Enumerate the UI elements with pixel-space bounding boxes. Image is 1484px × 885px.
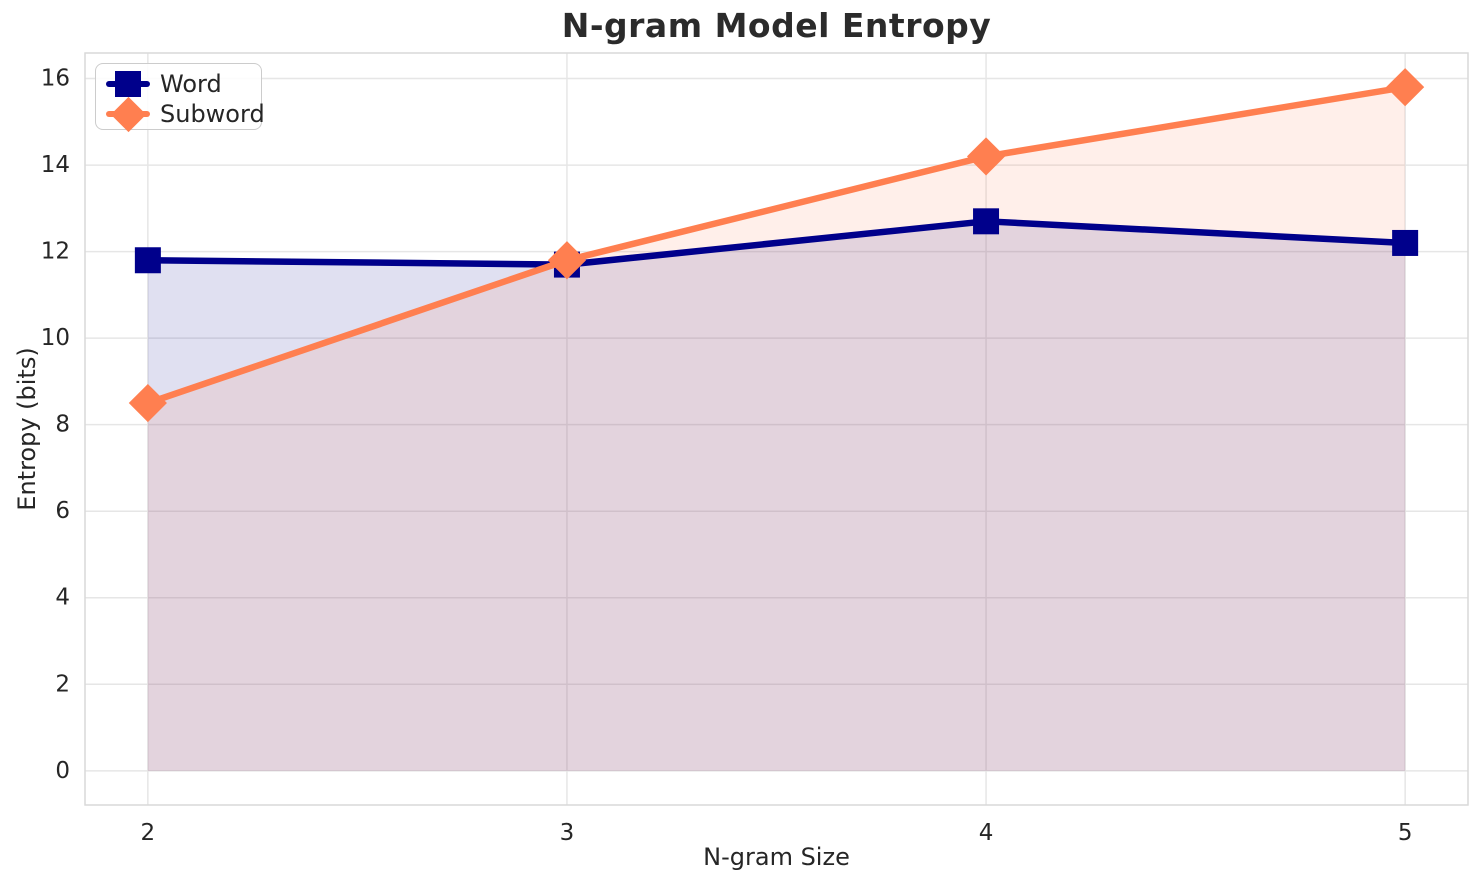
word-marker <box>973 208 1000 235</box>
y-tick-label: 6 <box>55 498 70 524</box>
word-marker <box>134 247 161 274</box>
subword-marker <box>1386 68 1425 107</box>
word-series-swatch <box>106 69 150 99</box>
y-tick-label: 14 <box>41 152 70 178</box>
subword-area-fill <box>147 87 1406 771</box>
word-area-fill <box>147 221 1406 771</box>
y-tick-label: 10 <box>41 325 70 351</box>
square-marker-icon <box>115 71 141 97</box>
y-tick-label: 4 <box>55 585 70 611</box>
legend: Word Subword <box>95 63 265 133</box>
x-tick-label: 2 <box>141 820 156 846</box>
y-tick-label: 16 <box>41 66 70 92</box>
y-tick-label: 0 <box>55 758 70 784</box>
legend-label: Subword <box>160 100 265 128</box>
x-tick-label: 4 <box>979 820 994 846</box>
x-axis-label: N-gram Size <box>703 843 850 871</box>
diamond-marker-icon <box>110 96 147 133</box>
y-axis-label: Entropy (bits) <box>13 347 41 511</box>
x-tick-label: 5 <box>1398 820 1413 846</box>
y-tick-label: 8 <box>55 412 70 438</box>
plot-area <box>85 53 1468 805</box>
y-tick-label: 12 <box>41 239 70 265</box>
legend-item-word: Word <box>106 69 251 99</box>
legend-item-subword: Subword <box>106 96 265 133</box>
subword-series-swatch <box>106 96 150 133</box>
y-tick-label: 2 <box>55 671 70 697</box>
chart-title: N-gram Model Entropy <box>561 6 992 45</box>
x-tick-label: 3 <box>560 820 575 846</box>
axes-spines <box>84 52 1469 806</box>
word-line <box>144 218 1409 268</box>
subword-line <box>144 83 1409 407</box>
subword-marker <box>128 383 167 423</box>
word-marker <box>1392 229 1419 256</box>
legend-label: Word <box>160 70 222 98</box>
